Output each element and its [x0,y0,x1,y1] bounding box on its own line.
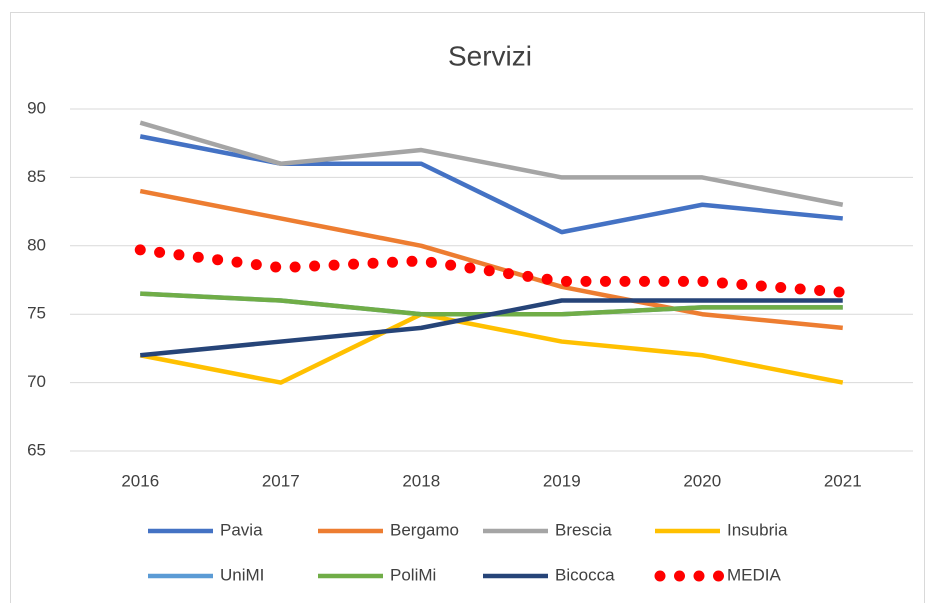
x-tick-label: 2021 [824,471,862,490]
chart-title: Servizi [448,40,532,71]
y-tick-label: 65 [27,440,46,459]
y-tick-label: 80 [27,235,46,254]
y-tick-label: 75 [27,304,46,323]
series-line [134,244,849,298]
x-tick-label: 2016 [121,471,159,490]
series-line [139,311,844,385]
series-line [140,298,843,358]
legend-label: Pavia [220,520,263,539]
y-tick-label: 70 [27,372,46,391]
y-tick-label: 85 [27,167,46,186]
legend-label: PoliMi [390,565,436,584]
legend-label: Insubria [727,520,788,539]
x-tick-label: 2018 [402,471,440,490]
legend-label: MEDIA [727,565,782,584]
x-tick-label: 2017 [262,471,300,490]
legend-label: Brescia [555,520,612,539]
series-line [139,120,844,207]
chart-frame [10,12,925,608]
legend-label: UniMI [220,565,264,584]
legend-label: Bicocca [555,565,615,584]
x-tick-label: 2019 [543,471,581,490]
x-tick-label: 2020 [683,471,721,490]
legend-label: Bergamo [390,520,459,539]
y-tick-label: 90 [27,98,46,117]
